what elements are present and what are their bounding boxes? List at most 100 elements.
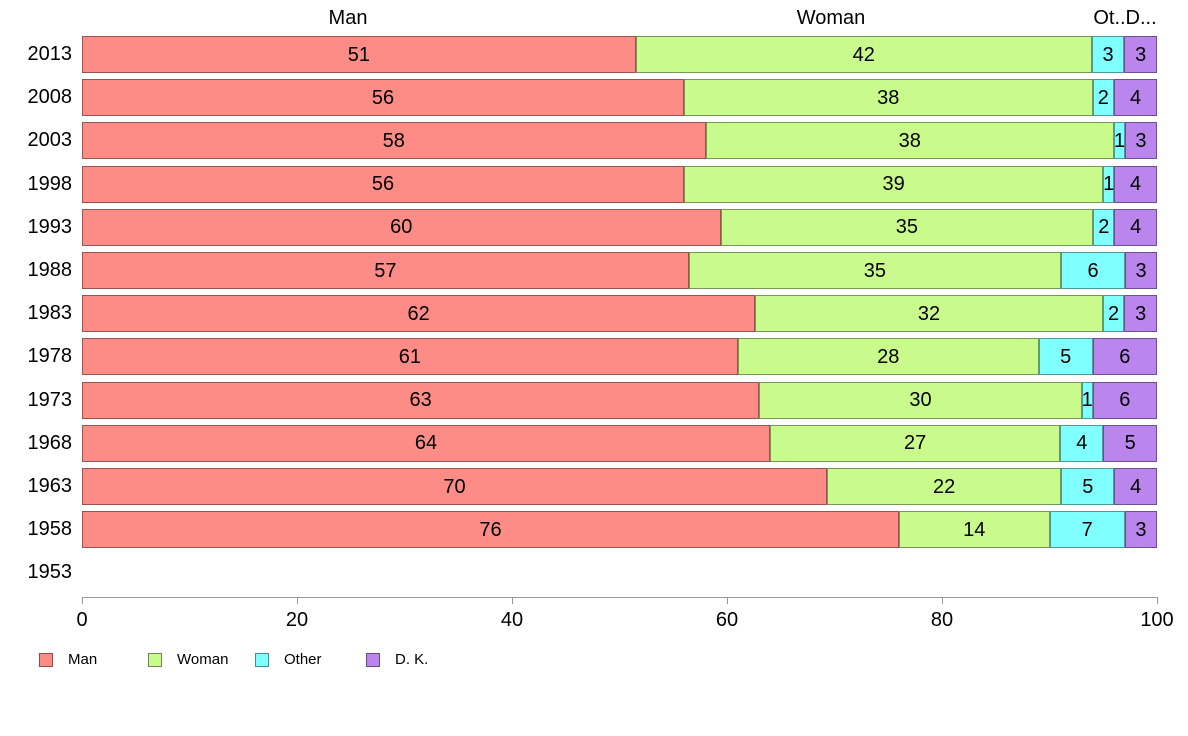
- bar-track: 60 35 2 4: [82, 208, 1157, 246]
- bar-segment-woman: 42: [635, 36, 1092, 73]
- bar-track: 64 27 4 5: [82, 424, 1157, 462]
- year-label: 2003: [27, 129, 73, 152]
- bar-segment-d-k: 6: [1092, 381, 1157, 419]
- bar-value-label: 2: [1107, 302, 1120, 325]
- bar-value-label: 30: [909, 389, 932, 412]
- bar-segment-d-k: 4: [1114, 165, 1157, 203]
- x-axis-tick-label: 100: [1140, 609, 1174, 631]
- bar-track: 58 38 1 3: [82, 122, 1157, 160]
- bar-value-label: 76: [479, 518, 502, 541]
- bar-segment-woman: 32: [755, 295, 1103, 333]
- bar-segment-d-k: 5: [1103, 424, 1157, 462]
- bar-track: 57 35 6 3: [82, 252, 1157, 289]
- bar-value-label: 35: [863, 259, 887, 282]
- x-axis-tick-mark: [82, 597, 83, 604]
- column-header-other-dk-truncated: Ot..D...: [1093, 7, 1157, 29]
- bar-segment-d-k: 3: [1124, 511, 1157, 549]
- bar-segment-woman: 38: [705, 122, 1114, 160]
- bar-value-label: 1: [1081, 389, 1093, 412]
- bar-value-label: 7: [1081, 518, 1093, 541]
- x-axis-tick-mark: [297, 597, 298, 604]
- chart-row-1968: 1968 64 27 4 5: [0, 424, 1188, 462]
- chart-row-1983: 1983 62 32 2 3: [0, 295, 1188, 333]
- bar-value-label: 6: [1087, 259, 1099, 282]
- legend-label: Woman: [177, 651, 229, 668]
- bar-segment-woman: 22: [827, 468, 1062, 505]
- bar-value-label: 14: [963, 518, 986, 541]
- bar-segment-man: 60: [82, 208, 721, 246]
- bar-track: 51 42 3 3: [82, 36, 1157, 73]
- x-axis-tick-label: 80: [930, 609, 954, 631]
- x-axis-tick-label: 0: [76, 609, 88, 631]
- column-header-man: Man: [328, 7, 368, 29]
- year-label: 1968: [27, 431, 73, 454]
- bar-value-label: 27: [904, 432, 927, 455]
- bar-value-label: 51: [347, 43, 371, 66]
- chart-row-1993: 1993 60 35 2 4: [0, 208, 1188, 246]
- bar-value-label: 70: [443, 475, 466, 498]
- year-label: 1978: [27, 345, 73, 368]
- legend-item-d-k[interactable]: D. K.: [366, 646, 428, 674]
- bar-track: 56 38 2 4: [82, 79, 1157, 117]
- bar-segment-other: 1: [1103, 165, 1114, 203]
- bar-segment-d-k: 3: [1124, 36, 1157, 73]
- bar-value-label: 3: [1135, 129, 1147, 152]
- legend-swatch-other: [255, 653, 269, 667]
- bar-segment-man: 56: [82, 79, 684, 117]
- bar-value-label: 56: [371, 86, 395, 109]
- year-label: 1973: [27, 388, 73, 411]
- bar-value-label: 38: [877, 86, 900, 109]
- bar-segment-man: 56: [82, 165, 684, 203]
- chart-row-2013: 2013 51 42 3 3: [0, 36, 1188, 73]
- bar-value-label: 4: [1129, 173, 1142, 196]
- bar-value-label: 63: [409, 389, 432, 412]
- bar-value-label: 1: [1113, 129, 1125, 152]
- bar-segment-d-k: 3: [1124, 295, 1157, 333]
- legend-item-man[interactable]: Man: [39, 646, 97, 674]
- chart-legend: Man Woman Other D. K.: [0, 646, 1188, 676]
- legend-item-woman[interactable]: Woman: [148, 646, 228, 674]
- bar-value-label: 39: [882, 173, 905, 196]
- chart-row-2003: 2003 58 38 1 3: [0, 122, 1188, 160]
- x-axis-tick-mark: [727, 597, 728, 604]
- year-label: 1993: [27, 215, 73, 238]
- legend-swatch-man: [39, 653, 53, 667]
- x-axis-tick-mark: [512, 597, 513, 604]
- bar-segment-woman: 14: [899, 511, 1050, 549]
- bar-segment-woman: 35: [720, 208, 1094, 246]
- bar-track: 61 28 5 6: [82, 338, 1157, 376]
- bar-segment-woman: 28: [737, 338, 1039, 376]
- bar-value-label: 5: [1060, 345, 1072, 368]
- year-label: 1988: [27, 259, 73, 281]
- x-axis-tick-label: 20: [285, 609, 309, 631]
- bar-segment-man: 63: [82, 381, 760, 419]
- year-label: 2008: [27, 86, 73, 109]
- bar-value-label: 32: [917, 302, 941, 325]
- bar-segment-other: 6: [1061, 252, 1126, 289]
- bar-segment-d-k: 3: [1125, 252, 1157, 289]
- bar-segment-other: 2: [1102, 295, 1125, 333]
- bar-segment-other: 1: [1113, 122, 1125, 160]
- bar-segment-other: 5: [1061, 468, 1115, 505]
- bar-value-label: 6: [1119, 345, 1131, 368]
- chart-row-1973: 1973 63 30 1 6: [0, 381, 1188, 419]
- x-axis-line: [82, 597, 1158, 598]
- bar-segment-woman: 38: [684, 79, 1093, 117]
- bar-value-label: 64: [414, 432, 438, 455]
- bar-segment-woman: 27: [770, 424, 1061, 462]
- legend-label: Other: [284, 651, 322, 668]
- legend-item-other[interactable]: Other: [255, 646, 322, 674]
- bar-segment-d-k: 4: [1114, 208, 1157, 246]
- bar-segment-man: 61: [82, 338, 738, 376]
- bar-segment-woman: 30: [759, 381, 1082, 419]
- bar-segment-man: 57: [82, 252, 689, 289]
- bar-track: 70 22 5 4: [82, 468, 1157, 505]
- bar-segment-woman: 39: [684, 165, 1104, 203]
- bar-segment-man: 62: [82, 295, 756, 333]
- bar-value-label: 3: [1102, 43, 1114, 66]
- bar-segment-man: 51: [82, 36, 636, 73]
- chart-row-1988: 1988 57 35 6 3: [0, 252, 1188, 289]
- bar-segment-other: 3: [1091, 36, 1125, 73]
- year-label: 1983: [27, 302, 73, 325]
